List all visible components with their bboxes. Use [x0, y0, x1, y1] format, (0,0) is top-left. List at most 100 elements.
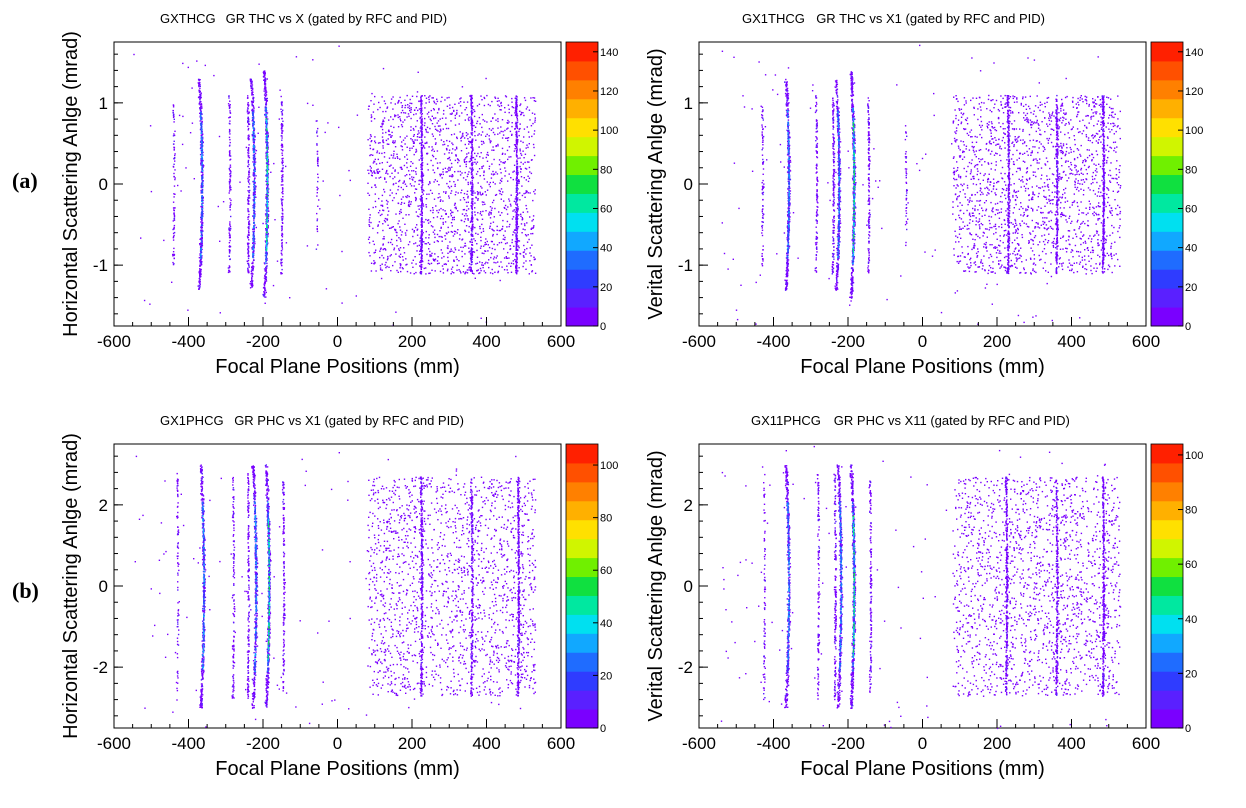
data-point — [149, 303, 151, 305]
data-point — [247, 230, 250, 232]
data-point — [470, 268, 472, 271]
data-point — [191, 87, 193, 89]
data-point — [201, 153, 203, 156]
data-point — [450, 215, 453, 217]
data-point — [198, 281, 200, 283]
data-point — [281, 117, 283, 120]
data-point — [427, 183, 430, 186]
data-point — [254, 177, 256, 179]
data-point — [386, 259, 389, 261]
data-point — [267, 134, 269, 136]
data-point — [401, 125, 404, 128]
data-point — [425, 97, 428, 99]
data-point — [255, 149, 258, 152]
data-point — [399, 267, 401, 269]
data-point — [250, 81, 253, 84]
data-point — [280, 126, 283, 128]
data-point — [515, 138, 518, 140]
data-point — [419, 240, 421, 242]
data-point — [481, 264, 483, 266]
data-point — [437, 211, 440, 214]
data-point — [376, 150, 379, 152]
data-point — [395, 253, 397, 255]
data-point — [251, 109, 253, 111]
data-point — [281, 176, 283, 179]
data-point — [390, 98, 393, 100]
data-point — [420, 261, 422, 264]
data-point — [263, 294, 265, 296]
data-point — [253, 151, 255, 153]
data-point — [499, 109, 501, 111]
data-point — [201, 215, 203, 218]
data-point — [396, 239, 398, 242]
data-point — [458, 102, 460, 104]
data-point — [401, 201, 403, 204]
data-point — [417, 71, 419, 73]
data-point — [173, 163, 175, 165]
data-point — [265, 94, 268, 96]
data-point — [450, 175, 452, 177]
data-point — [516, 156, 518, 158]
data-point — [265, 78, 267, 80]
data-point — [420, 209, 423, 212]
data-point — [492, 258, 495, 260]
data-point — [442, 218, 444, 220]
data-point — [424, 136, 426, 138]
data-point — [476, 262, 479, 264]
data-point — [200, 110, 202, 112]
data-point — [377, 224, 379, 226]
data-point — [523, 251, 525, 253]
data-point — [495, 257, 497, 259]
data-point — [253, 196, 255, 199]
data-point — [489, 217, 492, 219]
data-point — [199, 264, 201, 267]
data-point — [453, 272, 455, 274]
data-point — [500, 109, 502, 111]
data-point — [465, 132, 468, 134]
data-point — [395, 213, 397, 215]
data-point — [467, 197, 469, 199]
data-point — [490, 173, 493, 175]
data-point — [413, 129, 415, 131]
data-point — [418, 183, 420, 185]
data-point — [530, 97, 532, 99]
data-point — [420, 136, 422, 138]
data-point — [421, 118, 423, 120]
data-point — [252, 248, 254, 251]
data-point — [368, 225, 371, 227]
data-point — [266, 198, 268, 201]
data-point — [460, 150, 463, 152]
data-point — [483, 104, 486, 107]
data-point — [514, 112, 516, 114]
data-point — [253, 235, 255, 237]
data-point — [228, 267, 230, 269]
data-point — [228, 269, 230, 272]
data-point — [266, 129, 268, 131]
data-point — [379, 269, 382, 271]
data-point — [376, 171, 379, 173]
data-point — [420, 96, 422, 98]
data-point — [428, 98, 430, 101]
row-label-a: (a) — [12, 168, 38, 194]
data-point — [436, 162, 439, 164]
data-point — [266, 229, 268, 232]
data-point — [418, 159, 420, 161]
data-point — [368, 172, 370, 175]
data-point — [229, 235, 231, 237]
data-point — [263, 284, 266, 287]
data-point — [437, 197, 439, 199]
data-point — [266, 151, 268, 153]
data-point — [282, 164, 284, 167]
data-point — [265, 93, 267, 95]
data-point — [448, 197, 450, 199]
data-point — [471, 146, 473, 149]
data-point — [454, 149, 456, 151]
data-point — [409, 149, 411, 152]
data-point — [447, 226, 449, 229]
data-point — [517, 139, 519, 141]
data-point — [267, 118, 269, 120]
data-point — [389, 255, 391, 257]
data-point — [252, 106, 255, 108]
data-point — [266, 187, 269, 189]
data-point — [505, 96, 508, 98]
